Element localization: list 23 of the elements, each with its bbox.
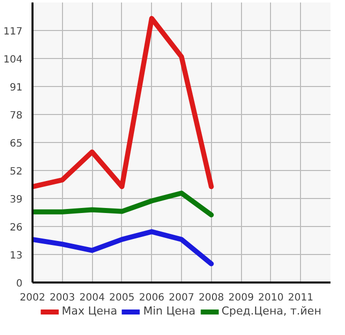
- legend-label: Сред.Цена, т.йен: [221, 304, 322, 318]
- y-tick-label: 65: [10, 138, 23, 150]
- y-tick-label: 104: [3, 54, 23, 66]
- legend-label: Max Цена: [62, 304, 118, 318]
- x-tick-label: 2005: [109, 292, 135, 304]
- x-tick-label: 2003: [50, 292, 76, 304]
- x-tick-label: 2011: [288, 292, 314, 304]
- x-tick-label: 2002: [20, 292, 46, 304]
- y-tick-label: 117: [3, 26, 23, 38]
- y-tick-label: 0: [16, 278, 23, 290]
- x-tick-label: 2010: [258, 292, 284, 304]
- y-tick-label: 13: [10, 250, 23, 262]
- y-tick-label: 52: [10, 166, 23, 178]
- y-tick-label: 26: [10, 222, 23, 234]
- y-tick-label: 39: [10, 194, 23, 206]
- x-tick-label: 2006: [138, 292, 164, 304]
- y-tick-label: 91: [10, 82, 23, 94]
- x-tick-label: 2007: [168, 292, 194, 304]
- legend-label: Min Цена: [143, 304, 196, 318]
- y-tick-label: 78: [10, 110, 23, 122]
- x-tick-label: 2009: [228, 292, 254, 304]
- x-tick-label: 2008: [198, 292, 224, 304]
- x-tick-label: 2004: [79, 292, 105, 304]
